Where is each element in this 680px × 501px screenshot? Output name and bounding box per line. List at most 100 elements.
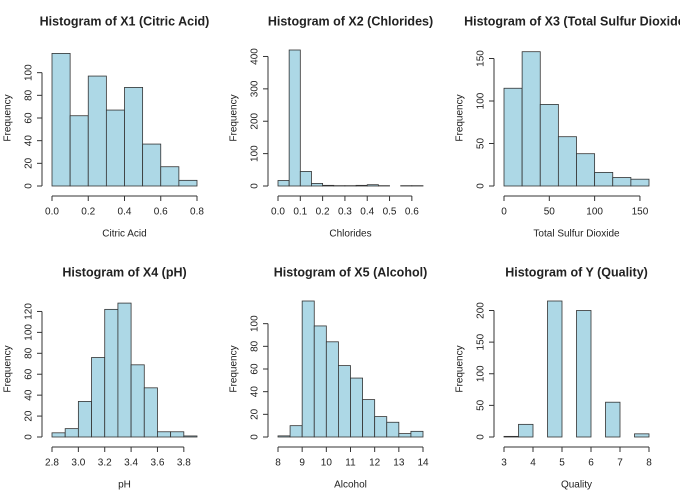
chart-title: Histogram of X1 (Citric Acid)	[40, 14, 210, 28]
x-tick-label: 0.3	[338, 207, 352, 218]
x-tick-label: 8	[275, 458, 281, 469]
bar	[64, 428, 79, 438]
bar	[410, 430, 424, 438]
y-tick-label: 60	[24, 112, 35, 124]
bar	[143, 387, 158, 438]
chart-title: Histogram of X4 (pH)	[62, 265, 186, 279]
y-tick-label: 60	[24, 368, 35, 380]
bar	[142, 143, 162, 187]
bar	[51, 53, 71, 187]
y-tick-label: 200	[476, 302, 487, 319]
bar	[160, 166, 180, 187]
y-tick-label: 0	[476, 434, 487, 440]
bar	[301, 300, 315, 438]
x-tick-label: 10	[321, 458, 333, 469]
y-tick-label: 150	[476, 50, 487, 67]
x-tick-label: 50	[544, 207, 556, 218]
bar	[350, 377, 363, 438]
bar	[69, 115, 89, 187]
bar	[157, 431, 172, 438]
y-tick-label: 100	[250, 315, 261, 332]
bar	[313, 325, 327, 438]
chart-title: Histogram of X2 (Chlorides)	[268, 14, 433, 28]
x-tick-label: 13	[393, 458, 405, 469]
y-tick-label: 300	[250, 80, 261, 97]
x-axis-label: Alcohol	[334, 480, 367, 491]
y-tick-label: 100	[24, 64, 35, 81]
x-tick-label: 0.6	[405, 207, 419, 218]
x-tick-label: 11	[345, 458, 356, 469]
y-tick-label: 40	[250, 386, 261, 398]
bar	[362, 399, 376, 438]
bar	[557, 136, 577, 187]
y-tick-label: 400	[250, 48, 261, 65]
bar	[634, 433, 650, 438]
x-tick-label: 0.0	[45, 207, 59, 218]
bar	[277, 435, 291, 438]
y-axis-label: Frequency	[229, 345, 240, 392]
x-tick-label: 0.0	[271, 207, 285, 218]
y-axis-label: Frequency	[3, 345, 14, 392]
bar	[518, 423, 534, 438]
bar	[178, 179, 198, 187]
bar	[104, 308, 119, 438]
bar	[612, 177, 632, 187]
y-tick-label: 100	[250, 145, 261, 162]
x-tick-label: 4	[530, 458, 536, 469]
bar	[105, 109, 125, 187]
bar	[124, 87, 144, 187]
y-axis-label: Frequency	[455, 345, 466, 392]
x-axis-label: Total Sulfur Dioxide	[533, 229, 620, 240]
x-tick-label: 9	[299, 458, 305, 469]
x-tick-label: 0.5	[383, 207, 397, 218]
y-tick-label: 120	[24, 303, 35, 320]
x-tick-label: 0.1	[293, 207, 307, 218]
y-tick-label: 80	[24, 89, 35, 101]
bar	[366, 184, 379, 187]
y-axis-label: Frequency	[3, 94, 14, 141]
bar	[605, 401, 621, 438]
bar	[398, 433, 412, 438]
bar	[91, 357, 106, 438]
x-tick-label: 8	[646, 458, 652, 469]
x-tick-label: 5	[559, 458, 565, 469]
x-tick-label: 0.2	[316, 207, 330, 218]
y-tick-label: 20	[24, 157, 35, 169]
y-tick-label: 20	[24, 410, 35, 422]
bar	[117, 302, 132, 438]
x-tick-label: 0.8	[190, 207, 204, 218]
chart-title: Histogram of X5 (Alcohol)	[274, 265, 427, 279]
x-tick-label: 0.4	[360, 207, 374, 218]
x-tick-label: 3.4	[124, 458, 138, 469]
x-axis-label: Quality	[561, 480, 592, 491]
y-tick-label: 100	[24, 324, 35, 341]
x-tick-label: 100	[586, 207, 603, 218]
bar	[311, 183, 324, 187]
x-tick-label: 2.8	[45, 458, 59, 469]
bar	[594, 171, 614, 187]
bar	[576, 310, 592, 438]
bar	[170, 431, 185, 438]
y-axis-label: Frequency	[229, 94, 240, 141]
x-tick-label: 3.6	[151, 458, 165, 469]
x-axis-label: Chlorides	[329, 229, 371, 240]
x-tick-label: 12	[369, 458, 381, 469]
bar	[183, 435, 198, 438]
x-tick-label: 14	[417, 458, 429, 469]
y-tick-label: 0	[250, 183, 261, 189]
bar	[521, 51, 541, 187]
y-tick-label: 200	[250, 112, 261, 129]
y-tick-label: 40	[24, 389, 35, 401]
x-tick-label: 3.2	[98, 458, 112, 469]
x-tick-label: 0.2	[81, 207, 95, 218]
x-tick-label: 3.0	[71, 458, 85, 469]
y-tick-label: 100	[476, 92, 487, 109]
x-tick-label: 150	[632, 207, 649, 218]
y-tick-label: 100	[476, 365, 487, 382]
y-tick-label: 20	[250, 408, 261, 420]
x-tick-label: 6	[588, 458, 594, 469]
y-tick-label: 0	[250, 434, 261, 440]
bar	[130, 364, 145, 438]
bar	[289, 425, 303, 438]
